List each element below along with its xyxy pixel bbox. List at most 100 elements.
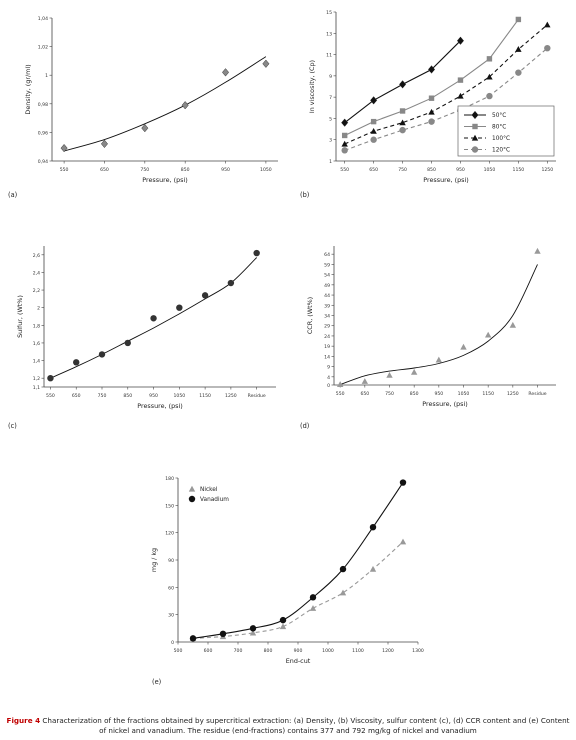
data-point <box>369 524 377 531</box>
x-tick-label: 1150 <box>513 167 525 173</box>
data-point <box>47 374 54 382</box>
x-tick-label: 1050 <box>260 167 272 173</box>
legend-marker <box>188 495 196 503</box>
y-tick-label: 0 <box>171 640 174 646</box>
x-tick-label: 800 <box>264 648 273 654</box>
x-axis-title: Pressure, (psi) <box>422 400 468 408</box>
x-tick-label: 750 <box>385 391 394 397</box>
data-point <box>100 139 108 149</box>
y-tick-label: 34 <box>324 314 330 320</box>
series-line <box>344 47 548 151</box>
x-tick-label: 750 <box>98 393 107 399</box>
x-tick-label: 750 <box>398 167 407 173</box>
y-tick-label: 24 <box>324 334 330 340</box>
y-tick-label: 1,8 <box>33 323 40 329</box>
x-tick-label: 600 <box>204 648 213 654</box>
caption-text: Characterization of the fractions obtain… <box>42 716 570 735</box>
data-point <box>515 69 522 76</box>
data-point <box>428 108 435 115</box>
x-tick-label: 850 <box>181 167 190 173</box>
x-tick-label: 950 <box>221 167 230 173</box>
data-point <box>534 247 541 254</box>
y-tick-label: 39 <box>324 303 330 309</box>
y-axis-title: Sulfur, (Wt%) <box>16 295 24 338</box>
data-point <box>222 68 230 77</box>
y-tick-label: 59 <box>324 262 330 268</box>
data-point <box>124 339 131 347</box>
data-point <box>399 538 407 545</box>
data-point <box>341 118 349 127</box>
data-point <box>279 616 287 624</box>
data-point <box>428 95 435 101</box>
y-tick-label: 90 <box>168 558 174 564</box>
x-tick-label: 950 <box>456 167 465 173</box>
data-point <box>399 126 406 134</box>
legend-marker <box>471 134 479 141</box>
data-point <box>410 368 418 375</box>
x-tick-label: 950 <box>149 393 158 399</box>
y-tick-label: 1,2 <box>33 376 40 382</box>
x-tick-label: 1050 <box>173 393 185 399</box>
y-tick-label: 1,6 <box>33 341 40 347</box>
data-point <box>189 635 197 642</box>
data-point <box>435 356 443 363</box>
data-point <box>486 56 493 62</box>
y-tick-label: 29 <box>324 324 330 330</box>
x-tick-label: 1250 <box>507 391 519 397</box>
y-tick-label: 0,98 <box>38 102 48 108</box>
x-tick-label: 1000 <box>322 648 334 654</box>
data-point <box>249 629 257 636</box>
y-tick-label: 1,02 <box>38 45 48 51</box>
data-point <box>219 630 227 637</box>
y-tick-label: 1 <box>45 73 48 79</box>
panel-label: (a) <box>8 191 17 199</box>
data-point <box>370 128 377 134</box>
data-point <box>370 136 377 143</box>
x-axis-title: End-cut <box>286 657 311 665</box>
data-point <box>486 92 493 100</box>
x-tick-label: Residue <box>248 393 266 399</box>
y-tick-label: 180 <box>165 476 174 482</box>
y-tick-label: 0 <box>327 383 330 389</box>
x-tick-label: 700 <box>234 648 243 654</box>
y-tick-label: 2,2 <box>33 288 40 294</box>
x-axis-title: Pressure, (psi) <box>423 176 469 184</box>
y-tick-label: 64 <box>324 252 330 258</box>
x-tick-label: 650 <box>72 393 81 399</box>
caption-label: Figure 4 <box>6 716 41 725</box>
y-tick-label: 3 <box>329 138 332 144</box>
data-point <box>60 143 68 153</box>
y-tick-label: 30 <box>168 613 174 619</box>
x-tick-label: 1150 <box>199 393 211 399</box>
data-point <box>544 21 551 28</box>
x-tick-label: 1050 <box>484 167 496 173</box>
data-point <box>399 108 406 114</box>
y-tick-label: 11 <box>326 53 332 59</box>
data-point <box>386 371 393 378</box>
y-tick-label: 120 <box>165 531 174 537</box>
figure-caption: Figure 4 Characterization of the fractio… <box>6 716 570 735</box>
y-tick-label: 19 <box>324 344 330 350</box>
data-point <box>150 315 157 322</box>
legend-label: 50°C <box>492 113 506 119</box>
legend-marker <box>188 485 196 492</box>
data-point <box>341 147 348 154</box>
y-tick-label: 2,6 <box>33 253 40 259</box>
y-axis-title: CCR, (Wt%) <box>306 297 314 334</box>
x-tick-label: 1150 <box>482 391 494 397</box>
data-point <box>456 36 465 45</box>
legend-label: Nickel <box>200 487 218 493</box>
y-tick-label: 9 <box>327 365 330 371</box>
trend-line <box>340 264 538 386</box>
data-point <box>486 73 493 80</box>
y-tick-label: 14 <box>324 354 330 360</box>
legend-marker <box>471 110 479 120</box>
x-tick-label: 750 <box>140 167 149 173</box>
legend-marker <box>471 146 479 153</box>
data-point <box>227 279 235 287</box>
x-tick-label: 650 <box>100 167 109 173</box>
x-tick-label: 850 <box>427 167 436 173</box>
data-point <box>339 589 347 596</box>
y-tick-label: 5 <box>329 116 332 122</box>
